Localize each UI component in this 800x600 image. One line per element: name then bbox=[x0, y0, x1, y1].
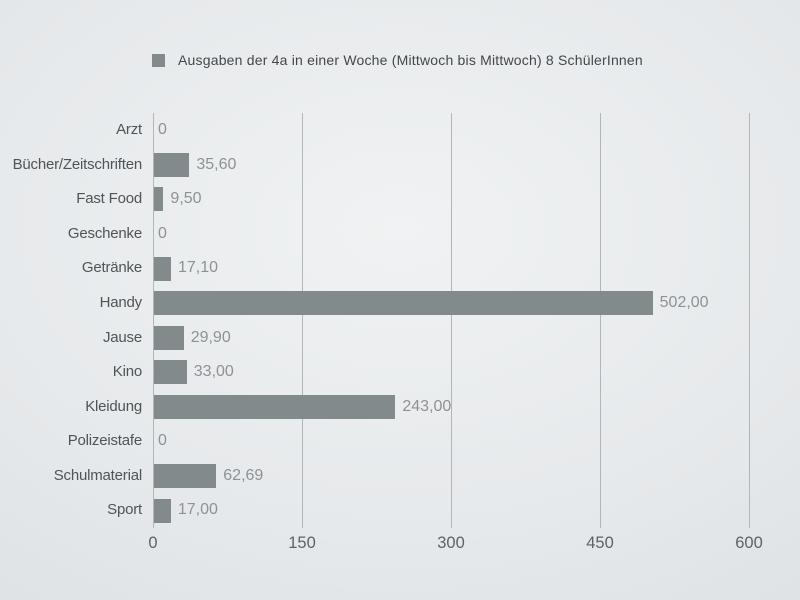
category-label-bücher-zeitschriften: Bücher/Zeitschriften bbox=[12, 155, 143, 173]
bar-schulmaterial bbox=[154, 464, 217, 489]
category-label-kleidung: Kleidung bbox=[85, 397, 142, 415]
value-label-getränke: 17,10 bbox=[177, 259, 219, 277]
gridline-x-300 bbox=[451, 113, 452, 528]
category-label-kino: Kino bbox=[112, 363, 142, 381]
bar-handy bbox=[154, 291, 653, 316]
bar-kleidung bbox=[154, 394, 396, 419]
bar-jause bbox=[154, 325, 184, 350]
bar-fast-food bbox=[154, 187, 164, 212]
value-label-jause: 29,90 bbox=[190, 328, 231, 346]
category-label-sport: Sport bbox=[107, 501, 142, 519]
x-tick-label: 150 bbox=[288, 534, 316, 552]
chart-legend: Ausgaben der 4a in einer Woche (Mittwoch… bbox=[152, 52, 643, 68]
x-tick-label: 450 bbox=[586, 534, 614, 552]
legend-swatch bbox=[152, 53, 165, 67]
value-label-arzt: 0 bbox=[158, 121, 167, 138]
gridline-x-150 bbox=[302, 113, 303, 528]
x-tick-label: 0 bbox=[148, 534, 158, 552]
category-label-schulmaterial: Schulmaterial bbox=[53, 466, 142, 484]
category-label-getränke: Getränke bbox=[81, 259, 142, 277]
y-axis-labels: Arzt Bücher/Zeitschriften Fast Food Geschen… bbox=[0, 113, 148, 528]
bar-sport bbox=[154, 498, 171, 523]
value-label-schulmaterial: 62,69 bbox=[223, 466, 264, 484]
category-label-arzt: Arzt bbox=[116, 121, 142, 138]
category-label-polizeistafe: Polizeistafe bbox=[67, 432, 143, 450]
x-axis-ticks: 0 150 300 450 600 bbox=[148, 534, 762, 558]
x-tick-label: 600 bbox=[735, 534, 763, 552]
value-label-bücher-zeitschriften: 35,60 bbox=[196, 155, 237, 173]
value-label-handy: 502,00 bbox=[659, 293, 709, 311]
category-label-fast-food: Fast Food bbox=[76, 190, 142, 208]
plot-area: 0 35,60 9,50 0 17,10 502,00 29,90 33,00 243,00 0 6… bbox=[153, 113, 750, 528]
bar-kino bbox=[154, 360, 187, 385]
value-label-fast-food: 9,50 bbox=[170, 190, 202, 208]
category-label-handy: Handy bbox=[99, 293, 143, 311]
category-label-jause: Jause bbox=[102, 328, 142, 346]
legend-label: Ausgaben der 4a in einer Woche (Mittwoch… bbox=[178, 52, 643, 68]
x-tick-label: 300 bbox=[437, 534, 465, 552]
bar-bücher-zeitschriften bbox=[154, 152, 190, 177]
gridline-x-600 bbox=[749, 113, 750, 528]
gridline-x-450 bbox=[600, 113, 601, 528]
category-label-geschenke: Geschenke bbox=[67, 224, 142, 242]
value-label-polizeistafe: 0 bbox=[158, 432, 167, 450]
value-label-kleidung: 243,00 bbox=[402, 397, 452, 415]
value-label-sport: 17,00 bbox=[177, 501, 218, 519]
value-label-kino: 33,00 bbox=[193, 363, 234, 381]
value-label-geschenke: 0 bbox=[158, 224, 167, 242]
bar-getränke bbox=[154, 256, 171, 281]
gridline-x-0 bbox=[153, 113, 154, 528]
